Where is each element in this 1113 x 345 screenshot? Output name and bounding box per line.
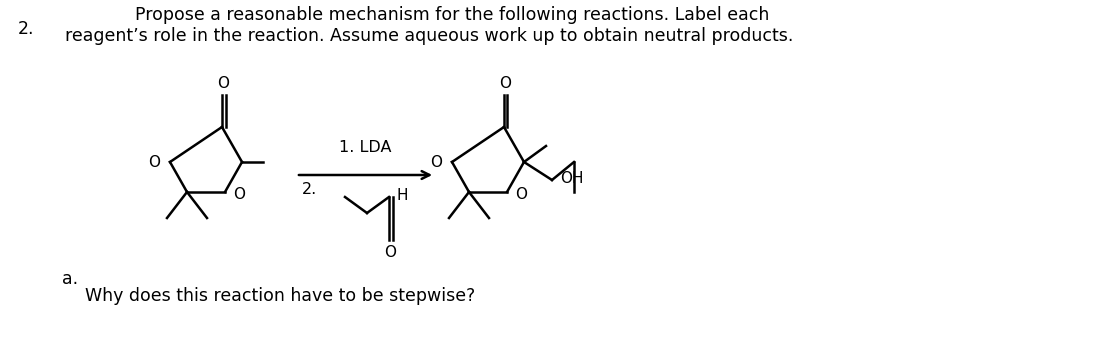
Text: OH: OH: [560, 170, 583, 186]
Text: 2.: 2.: [18, 20, 35, 38]
Text: O: O: [148, 155, 160, 169]
Text: Propose a reasonable mechanism for the following reactions. Label each: Propose a reasonable mechanism for the f…: [135, 6, 769, 24]
Text: 2.: 2.: [302, 182, 317, 197]
Text: O: O: [217, 76, 229, 91]
Text: a.: a.: [62, 270, 78, 288]
Text: 1. LDA: 1. LDA: [338, 140, 392, 155]
Text: O: O: [499, 76, 511, 91]
Text: O: O: [515, 187, 526, 201]
Text: O: O: [384, 245, 396, 260]
Text: H: H: [397, 187, 408, 203]
Text: Why does this reaction have to be stepwise?: Why does this reaction have to be stepwi…: [85, 287, 475, 305]
Text: O: O: [233, 187, 245, 201]
Text: O: O: [430, 155, 442, 169]
Text: reagent’s role in the reaction. Assume aqueous work up to obtain neutral product: reagent’s role in the reaction. Assume a…: [65, 27, 794, 45]
